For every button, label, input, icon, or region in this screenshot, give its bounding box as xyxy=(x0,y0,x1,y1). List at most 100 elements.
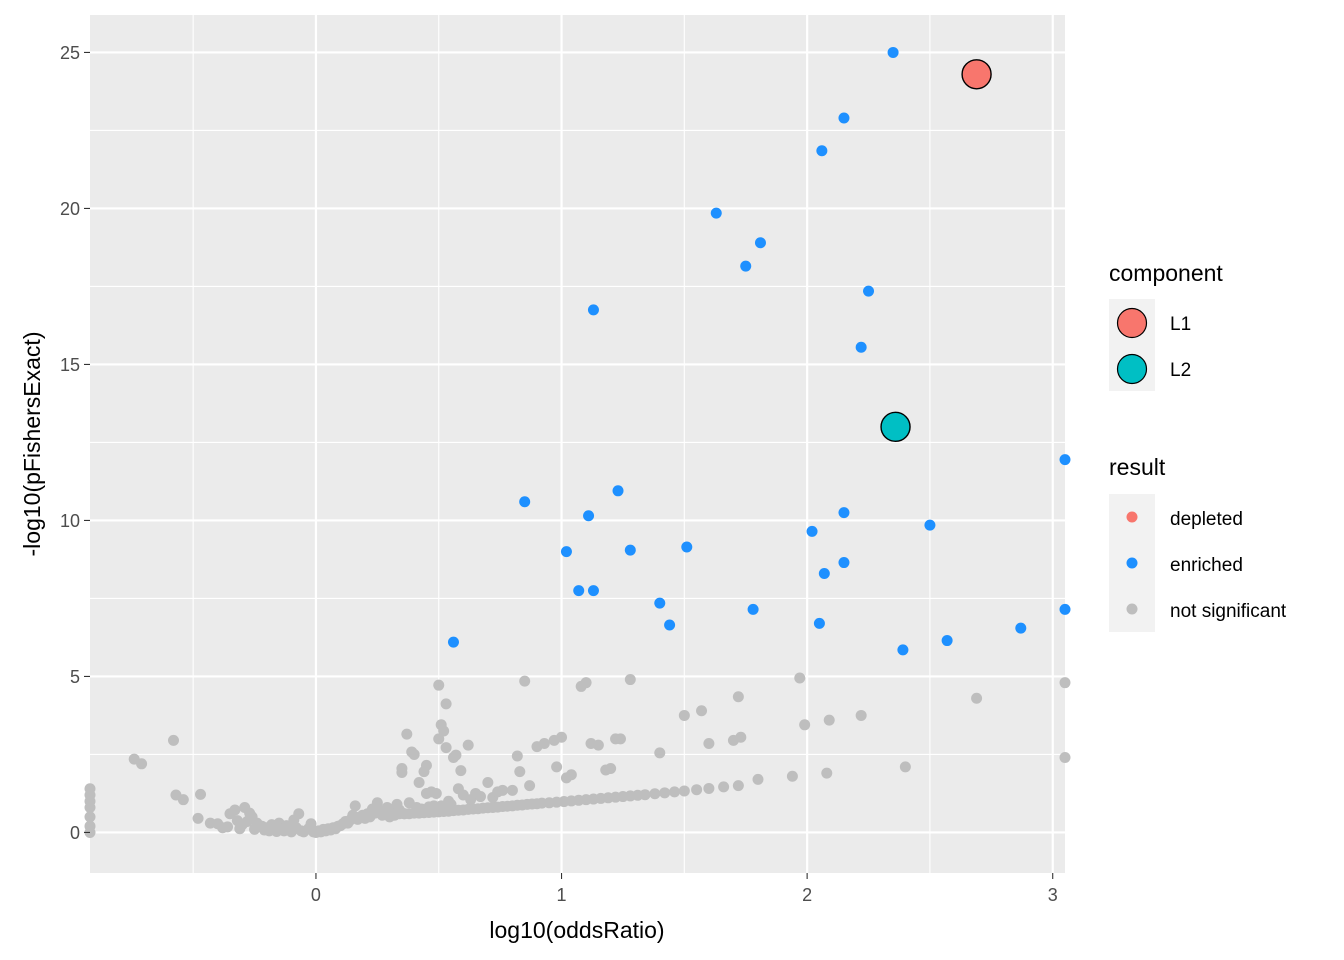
point-enriched xyxy=(838,557,850,569)
point-not-significant xyxy=(413,777,425,789)
point-not-significant xyxy=(614,733,626,745)
point-enriched xyxy=(587,585,599,597)
point-enriched xyxy=(560,546,572,558)
y-tick-label: 25 xyxy=(60,43,80,63)
point-not-significant xyxy=(654,747,666,759)
y-tick-label: 20 xyxy=(60,199,80,219)
legend-title-result: result xyxy=(1109,454,1166,480)
legend-key-l1 xyxy=(1116,307,1148,339)
point-enriched xyxy=(754,237,766,249)
point-not-significant xyxy=(192,812,204,824)
point-not-significant xyxy=(420,759,432,771)
point-not-significant xyxy=(514,766,526,778)
point-enriched xyxy=(740,260,752,272)
point-not-significant xyxy=(703,738,715,750)
x-tick-label: 0 xyxy=(311,885,321,905)
point-not-significant xyxy=(624,674,636,686)
point-not-significant xyxy=(752,773,764,785)
point-not-significant xyxy=(408,748,420,760)
y-tick-label: 0 xyxy=(70,823,80,843)
point-enriched xyxy=(941,635,953,647)
point-not-significant xyxy=(524,780,536,792)
point-not-significant xyxy=(462,739,474,751)
x-tick-label: 2 xyxy=(802,885,812,905)
point-enriched xyxy=(838,112,850,124)
component-point-l2 xyxy=(880,411,911,443)
point-not-significant xyxy=(735,731,747,743)
legend-key-not-significant xyxy=(1126,603,1138,615)
point-not-significant xyxy=(649,788,661,800)
point-enriched xyxy=(624,544,636,556)
point-not-significant xyxy=(474,791,486,803)
point-not-significant xyxy=(136,758,148,770)
x-axis: 0 1 2 3 xyxy=(311,873,1058,905)
point-enriched xyxy=(447,636,459,648)
point-not-significant xyxy=(732,780,744,792)
point-not-significant xyxy=(794,672,806,684)
point-enriched xyxy=(897,644,909,656)
point-not-significant xyxy=(732,691,744,703)
point-not-significant xyxy=(971,692,983,704)
point-not-significant xyxy=(538,738,550,750)
point-not-significant xyxy=(703,782,715,794)
legend-title-component: component xyxy=(1109,260,1223,286)
component-points xyxy=(880,59,992,443)
point-enriched xyxy=(573,585,585,597)
y-tick-label: 15 xyxy=(60,355,80,375)
point-not-significant xyxy=(396,762,408,774)
y-tick-label: 5 xyxy=(70,667,80,687)
legend-key-l2 xyxy=(1116,353,1148,385)
point-not-significant xyxy=(84,801,96,813)
point-not-significant xyxy=(168,734,180,746)
point-not-significant xyxy=(497,784,509,796)
legend-label-not-significant: not significant xyxy=(1170,601,1287,622)
point-not-significant xyxy=(293,808,305,820)
y-tick-label: 10 xyxy=(60,511,80,531)
point-enriched xyxy=(612,485,624,497)
legend-label-l1: L1 xyxy=(1170,314,1191,335)
point-not-significant xyxy=(511,750,523,762)
point-enriched xyxy=(654,597,666,609)
legend: component L1 L2 result depleted enriched… xyxy=(1109,260,1287,632)
point-enriched xyxy=(664,619,676,631)
point-enriched xyxy=(519,496,531,508)
point-not-significant xyxy=(823,714,835,726)
point-not-significant xyxy=(799,719,811,731)
point-enriched xyxy=(1059,454,1071,466)
point-enriched xyxy=(924,519,936,531)
point-not-significant xyxy=(450,749,462,761)
point-not-significant xyxy=(605,762,617,774)
point-not-significant xyxy=(565,769,577,781)
point-enriched xyxy=(1059,603,1071,615)
point-not-significant xyxy=(551,761,563,773)
point-not-significant xyxy=(430,787,442,799)
point-enriched xyxy=(587,304,599,316)
point-not-significant xyxy=(1059,677,1071,689)
grid-lines xyxy=(90,15,1065,873)
point-not-significant xyxy=(401,728,413,740)
point-not-significant xyxy=(678,785,690,797)
point-enriched xyxy=(806,525,818,537)
legend-key-enriched xyxy=(1126,557,1138,569)
point-not-significant xyxy=(899,761,911,773)
point-not-significant xyxy=(669,786,681,798)
point-not-significant xyxy=(438,725,450,737)
point-not-significant xyxy=(433,679,445,691)
point-not-significant xyxy=(821,767,833,779)
point-not-significant xyxy=(229,804,241,816)
point-not-significant xyxy=(639,789,651,801)
point-enriched xyxy=(747,603,759,615)
point-not-significant xyxy=(556,731,568,743)
point-enriched xyxy=(681,541,693,553)
point-enriched xyxy=(1015,622,1027,634)
point-not-significant xyxy=(519,675,531,687)
y-axis: 0 5 10 15 20 25 xyxy=(60,43,90,843)
point-not-significant xyxy=(718,781,730,793)
point-enriched xyxy=(816,145,828,157)
point-enriched xyxy=(583,510,595,522)
point-not-significant xyxy=(506,784,518,796)
point-enriched xyxy=(818,567,830,579)
point-not-significant xyxy=(177,794,189,806)
point-not-significant xyxy=(482,777,494,789)
